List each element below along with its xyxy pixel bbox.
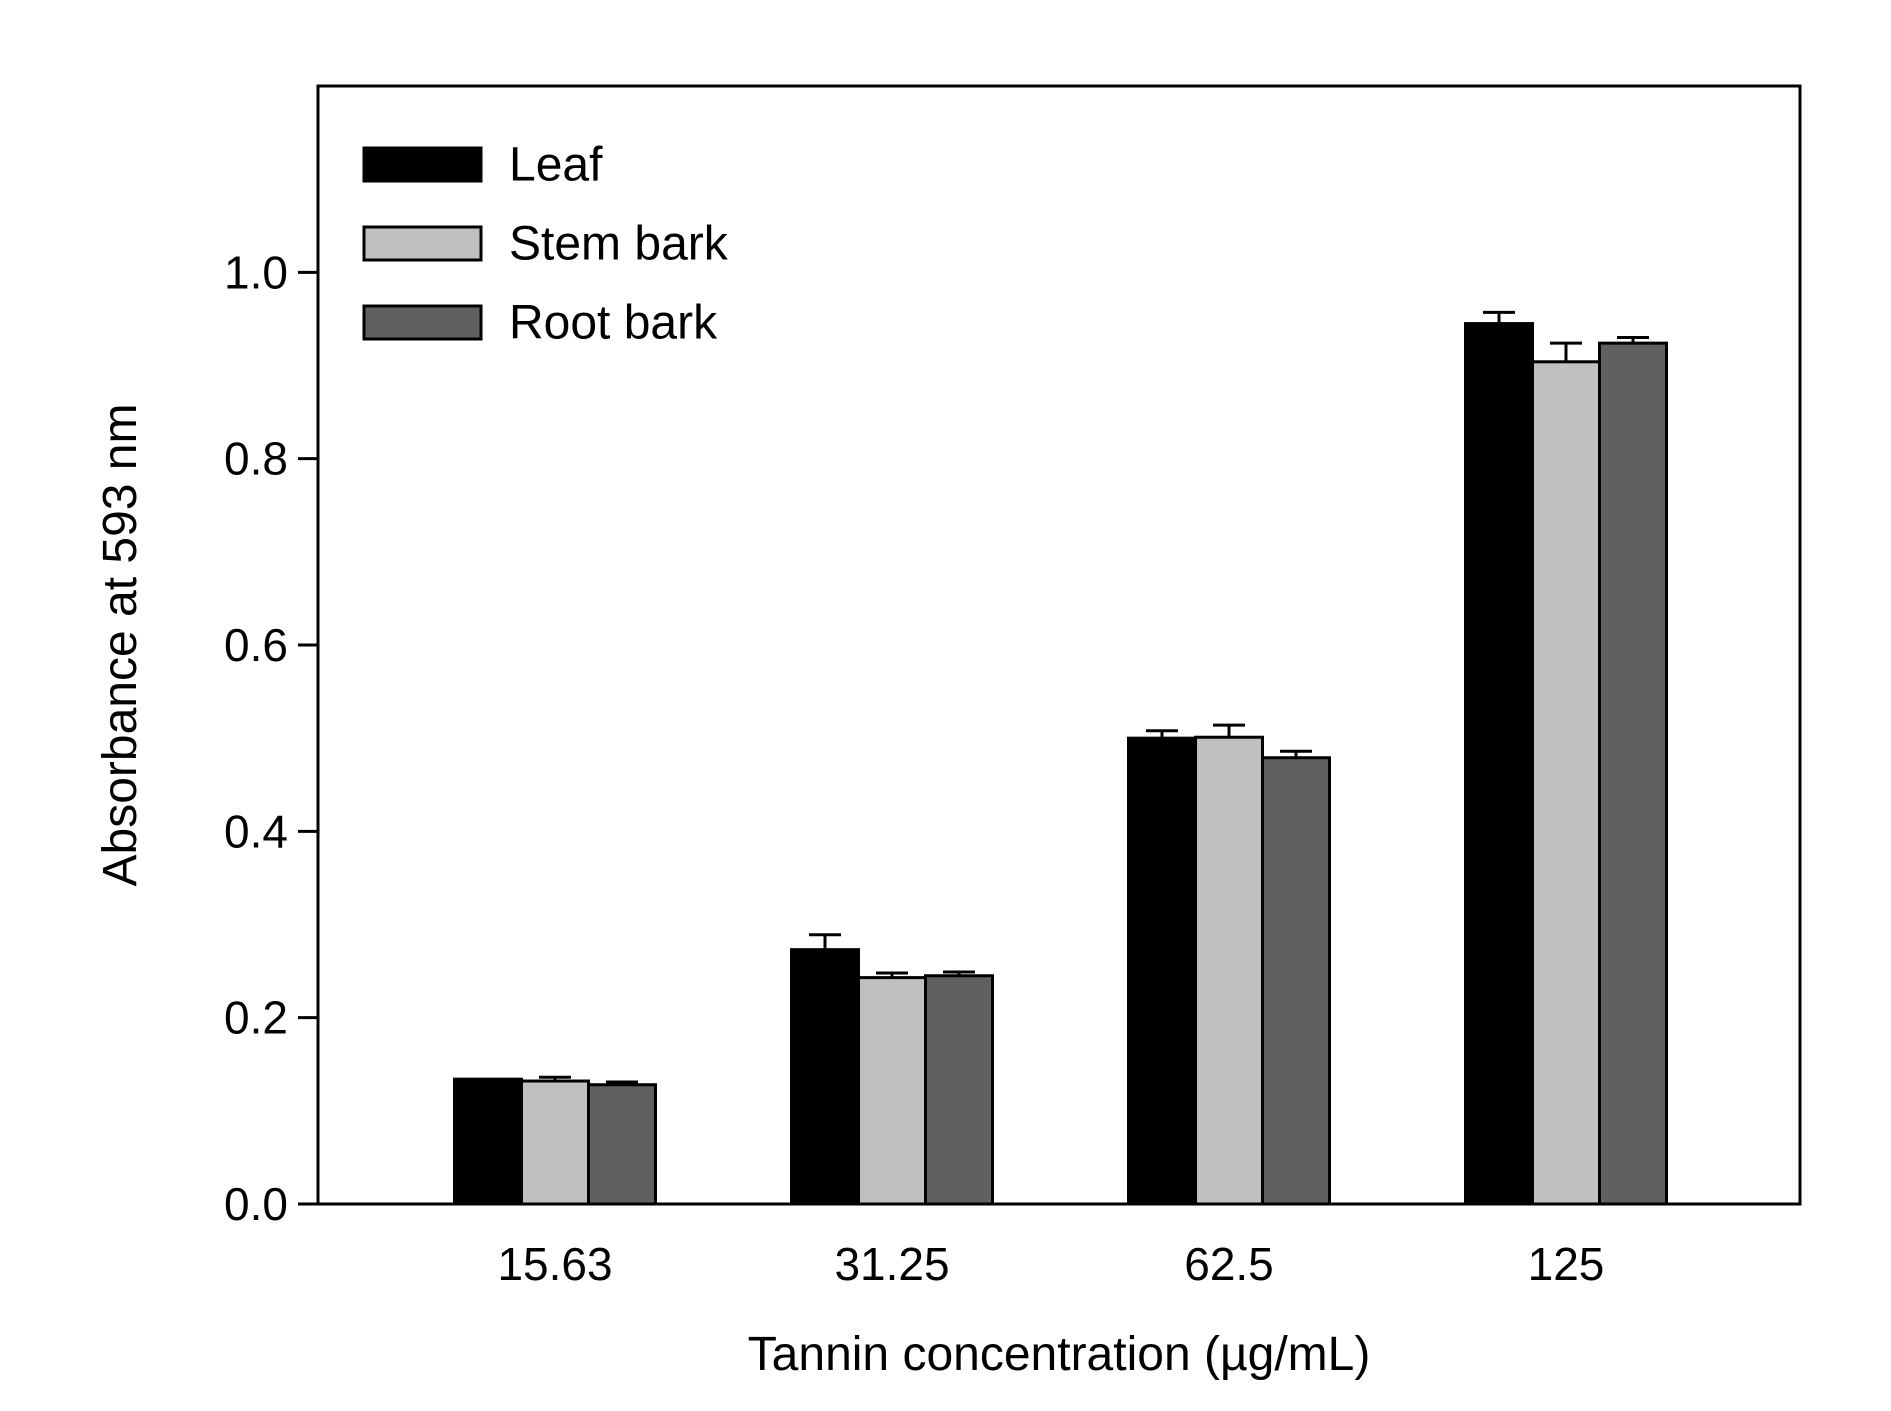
y-tick-label: 0.4 [224, 805, 288, 857]
legend-label-leaf: Leaf [509, 139, 603, 192]
y-tick-label: 0.6 [224, 619, 288, 671]
bar-leaf-31.25 [790, 948, 860, 1206]
bar-root-bark-125 [1598, 341, 1668, 1206]
x-axis-label: Tannin concentration (µg/mL) [748, 1328, 1371, 1381]
legend-label-stem-bark: Stem bark [509, 218, 729, 271]
y-tick-label: 1.0 [224, 246, 288, 298]
y-tick-label: 0.8 [224, 433, 288, 485]
error-bars-layer [539, 310, 1649, 1085]
y-axis-label: Absorbance at 593 nm [94, 404, 147, 887]
x-tick-label: 125 [1528, 1238, 1605, 1290]
bar-leaf-125 [1464, 322, 1534, 1206]
bar-root-bark-31.25 [924, 974, 994, 1206]
bar-root-bark-15.63 [587, 1083, 657, 1206]
bar-stem-bark-31.25 [857, 976, 927, 1206]
legend-label-root-bark: Root bark [509, 297, 718, 350]
y-tick-label: 0.2 [224, 992, 288, 1044]
bar-stem-bark-62.5 [1194, 735, 1264, 1206]
bar-stem-bark-15.63 [520, 1079, 590, 1206]
bar-leaf-15.63 [453, 1077, 523, 1206]
legend: Leaf Stem bark Root bark [362, 139, 729, 350]
bar-stem-bark-125 [1531, 360, 1601, 1206]
legend-swatch-root-bark [362, 304, 483, 341]
legend-swatch-stem-bark [362, 225, 483, 262]
y-tick-label: 0.0 [224, 1178, 288, 1230]
plot-frame [316, 84, 1802, 1206]
legend-swatch-leaf [362, 146, 483, 183]
x-tick-label: 15.63 [497, 1238, 612, 1290]
y-axis: 0.0 0.2 0.4 0.6 0.8 1.0 [224, 246, 318, 1230]
x-axis: 15.63 31.25 62.5 125 [497, 1238, 1604, 1290]
bar-leaf-62.5 [1127, 736, 1197, 1206]
x-tick-label: 62.5 [1184, 1238, 1274, 1290]
bars-layer [453, 322, 1668, 1206]
bar-root-bark-62.5 [1261, 756, 1331, 1206]
x-tick-label: 31.25 [834, 1238, 949, 1290]
